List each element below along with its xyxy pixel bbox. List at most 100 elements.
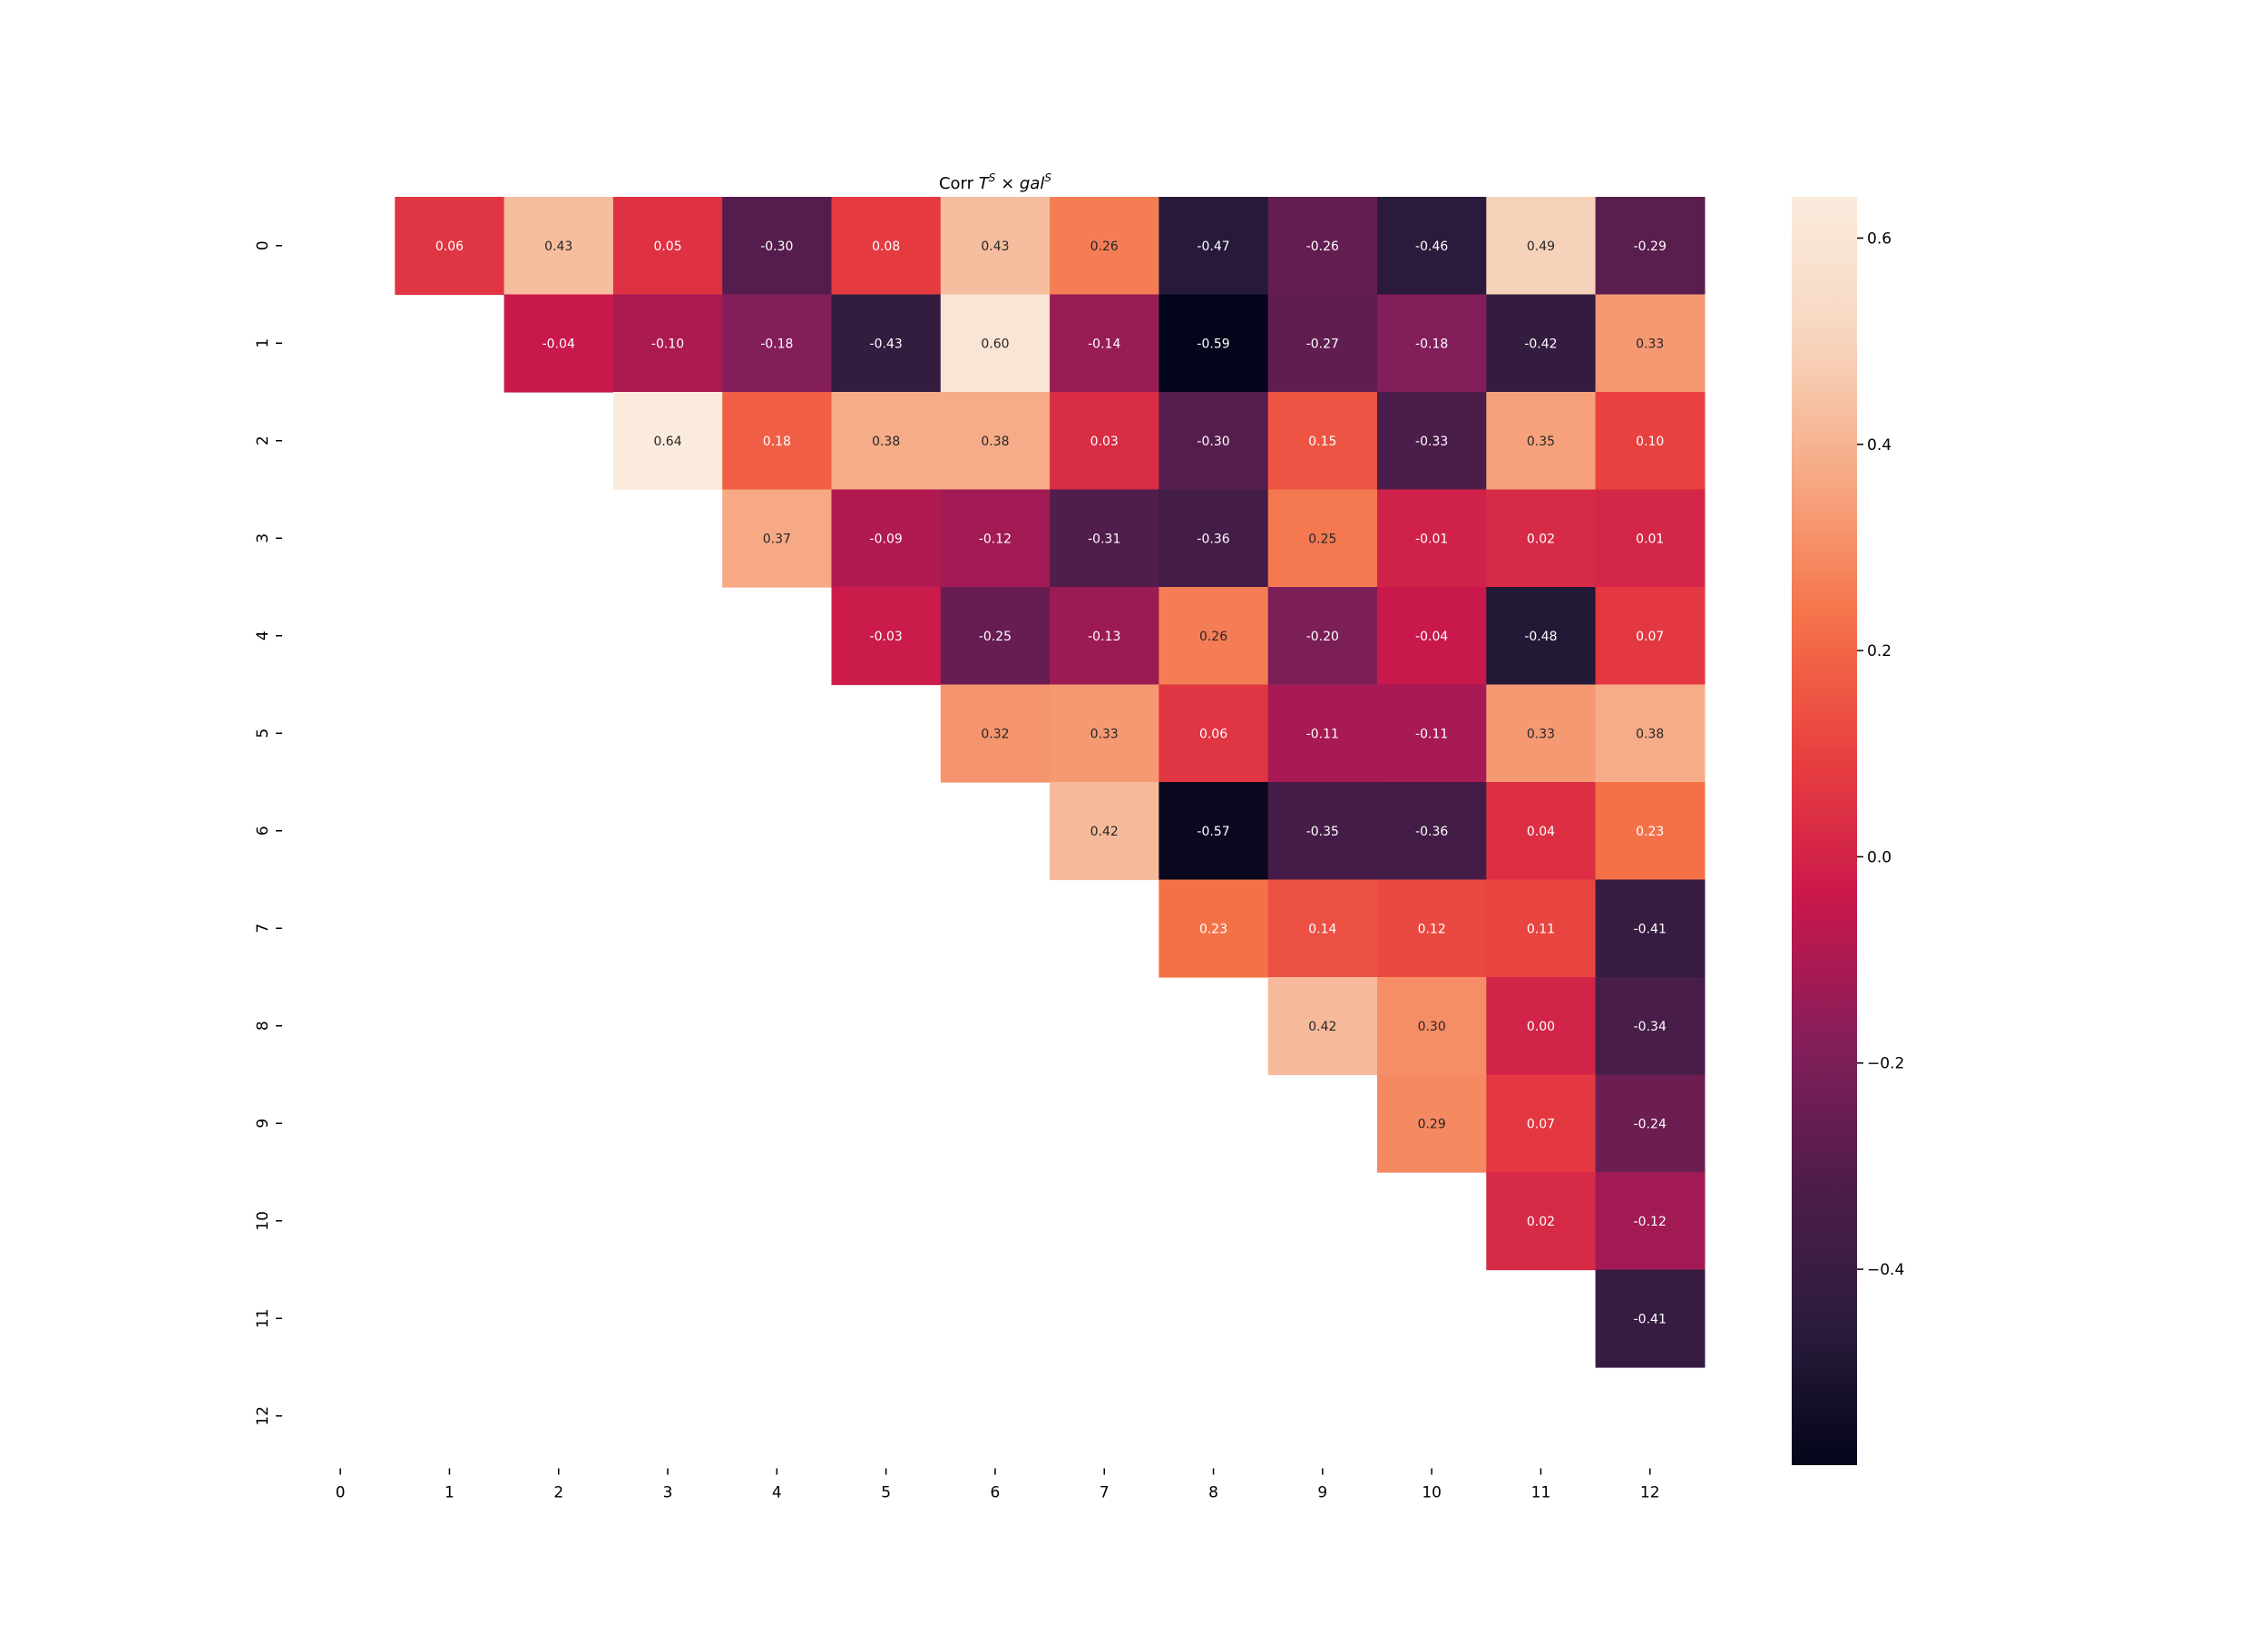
y-tick-label: 3 <box>254 533 272 543</box>
heatmap-cell <box>1486 1172 1597 1271</box>
cell-value-label: 0.10 <box>1636 435 1664 449</box>
heatmap-cell <box>1377 197 1487 296</box>
heatmap-cells: 0.06 0.43 0.05 -0.30 0.08 0.43 0.26 -0.47 -0.26 -… <box>395 197 1706 1368</box>
colorbar-tick-label: 0.4 <box>1867 436 1892 455</box>
heatmap-cell <box>831 489 942 588</box>
cell-value-label: 0.15 <box>1308 435 1336 449</box>
heatmap-cell <box>612 294 723 393</box>
heatmap-cell <box>940 294 1051 393</box>
heatmap-cell <box>1377 782 1487 881</box>
cell-value-label: 0.38 <box>981 435 1009 449</box>
x-tick-label: 12 <box>1640 1484 1660 1502</box>
heatmap-cell <box>1595 1269 1706 1368</box>
heatmap-cell <box>940 392 1051 491</box>
heatmap-cell <box>1486 1074 1597 1173</box>
heatmap-cell <box>1377 587 1487 686</box>
title-t: T <box>979 174 991 193</box>
chart-title: Corr TS × galS <box>939 171 1051 193</box>
y-tick-label: 2 <box>254 435 272 445</box>
cell-value-label: 0.00 <box>1527 1020 1555 1034</box>
heatmap-cell <box>1050 294 1159 393</box>
cell-value-label: -0.36 <box>1197 532 1229 546</box>
x-tick-label: 10 <box>1422 1484 1442 1502</box>
y-tick-label: 12 <box>254 1406 272 1426</box>
cell-value-label: 0.02 <box>1527 1215 1555 1229</box>
cell-value-label: 0.11 <box>1527 922 1555 936</box>
cell-value-label: -0.30 <box>760 240 793 254</box>
colorbar-tick-label: −0.2 <box>1867 1055 1904 1073</box>
cell-value-label: -0.13 <box>1088 630 1120 644</box>
heatmap-cell <box>1158 684 1269 783</box>
cell-value-label: -0.25 <box>979 630 1012 644</box>
heatmap-cell <box>1595 879 1706 978</box>
cell-value-label: 0.18 <box>763 435 791 449</box>
y-tick-label: 9 <box>254 1119 272 1129</box>
title-sup-1: S <box>989 171 996 184</box>
y-tick-label: 8 <box>254 1021 272 1031</box>
x-tick-label: 9 <box>1317 1484 1327 1502</box>
heatmap-cell <box>1486 684 1597 783</box>
heatmap-cell <box>1595 197 1706 296</box>
colorbar-tick-label: 0.0 <box>1867 848 1892 866</box>
heatmap-cell <box>1267 684 1378 783</box>
cell-value-label: 0.14 <box>1308 922 1336 936</box>
cell-value-label: -0.34 <box>1634 1020 1667 1034</box>
cell-value-label: -0.47 <box>1197 240 1229 254</box>
heatmap-cell <box>1050 782 1159 881</box>
cell-value-label: 0.49 <box>1527 240 1555 254</box>
heatmap-cell <box>831 294 942 393</box>
heatmap-cell <box>1595 587 1706 686</box>
heatmap-cell <box>1267 782 1378 881</box>
cell-value-label: -0.42 <box>1524 337 1557 351</box>
y-tick-label: 6 <box>254 826 272 836</box>
x-tick-label: 4 <box>772 1484 782 1502</box>
heatmap-cell <box>940 489 1051 588</box>
heatmap-cell <box>1158 782 1269 881</box>
cell-value-label: -0.59 <box>1197 337 1229 351</box>
cell-value-label: 0.07 <box>1636 630 1664 644</box>
cell-value-label: -0.12 <box>1634 1215 1667 1229</box>
heatmap-cell <box>722 197 833 296</box>
x-axis: 0 1 2 3 4 5 6 7 8 9 10 11 12 <box>336 1468 1660 1502</box>
cell-value-label: -0.04 <box>1415 630 1448 644</box>
heatmap-cell <box>1377 392 1487 491</box>
heatmap-cell <box>1486 294 1597 393</box>
heatmap-cell <box>1486 587 1597 686</box>
cell-value-label: -0.18 <box>1415 337 1448 351</box>
x-tick-label: 5 <box>881 1484 891 1502</box>
cell-value-label: -0.48 <box>1524 630 1557 644</box>
cell-value-label: -0.46 <box>1415 240 1448 254</box>
heatmap-cell <box>722 489 833 588</box>
cell-value-label: 0.64 <box>653 435 681 449</box>
cell-value-label: 0.07 <box>1527 1117 1555 1131</box>
heatmap-cell <box>940 197 1051 296</box>
heatmap-cell <box>722 392 833 491</box>
heatmap-cell <box>1158 587 1269 686</box>
cell-value-label: -0.26 <box>1306 240 1339 254</box>
cell-value-label: 0.26 <box>1199 630 1227 644</box>
cell-value-label: 0.32 <box>981 727 1009 741</box>
cell-value-label: -0.57 <box>1197 825 1229 839</box>
cell-value-label: 0.06 <box>435 240 464 254</box>
cell-value-label: -0.41 <box>1634 1312 1667 1326</box>
heatmap-cell <box>1595 392 1706 491</box>
heatmap-cell <box>1595 294 1706 393</box>
heatmap-cell <box>1595 1172 1706 1271</box>
cell-value-label: 0.30 <box>1418 1020 1446 1034</box>
heatmap-cell <box>1377 684 1487 783</box>
heatmap-cell <box>395 197 505 296</box>
heatmap-cell <box>1595 1074 1706 1173</box>
heatmap-cell <box>1595 489 1706 588</box>
heatmap-cell <box>1486 782 1597 881</box>
cell-value-label: 0.03 <box>1090 435 1119 449</box>
heatmap-cell <box>1158 392 1269 491</box>
cell-value-label: -0.11 <box>1415 727 1448 741</box>
cell-value-label: -0.31 <box>1088 532 1120 546</box>
heatmap-cell <box>1595 684 1706 783</box>
y-tick-label: 10 <box>254 1211 272 1231</box>
title-times: × <box>995 174 1020 193</box>
cell-value-label: 0.38 <box>872 435 900 449</box>
heatmap-cell <box>1050 587 1159 686</box>
cell-value-label: -0.36 <box>1415 825 1448 839</box>
